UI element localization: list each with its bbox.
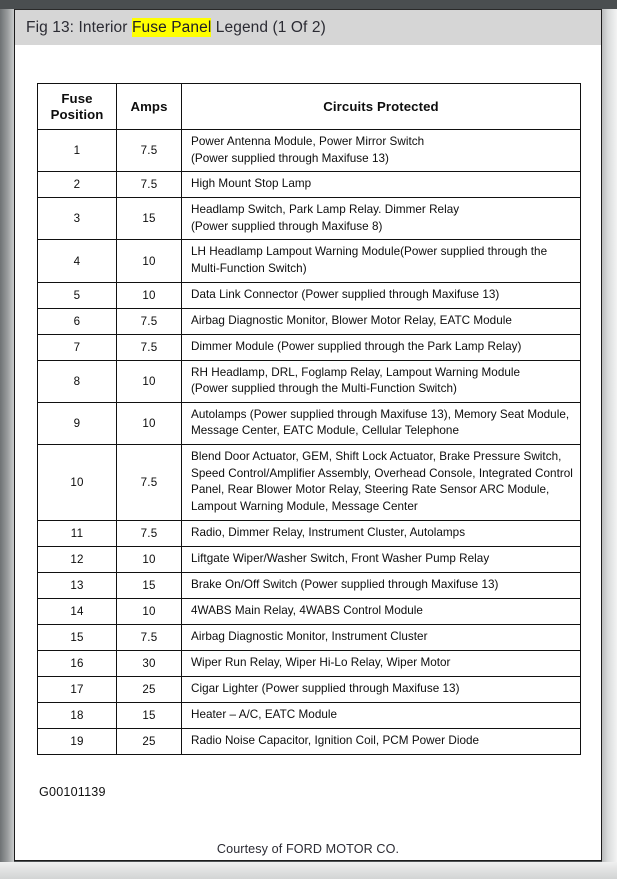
figure-title-bar: Fig 13: Interior Fuse Panel Legend (1 Of…	[15, 10, 601, 45]
cell-amps: 10	[116, 597, 182, 625]
cell-circuits-protected: Headlamp Switch, Park Lamp Relay. Dimmer…	[181, 197, 581, 241]
page-title-highlight: Fuse Panel	[131, 17, 212, 37]
cell-fuse-position: 3	[37, 197, 117, 241]
cell-amps: 10	[116, 281, 182, 309]
table-row: 6 7.5 Airbag Diagnostic Monitor, Blower Mo…	[37, 307, 581, 335]
table-row: 2 7.5 High Mount Stop Lamp	[37, 171, 581, 199]
cell-fuse-position: 6	[37, 307, 117, 335]
cell-circuits-protected: LH Headlamp Lampout Warning Module(Power…	[181, 239, 581, 283]
cell-circuits-protected: Heater – A/C, EATC Module	[181, 701, 581, 729]
window-top-bar	[0, 0, 617, 9]
cell-amps: 7.5	[116, 333, 182, 361]
cell-amps: 7.5	[116, 128, 182, 173]
table-row: 5 10 Data Link Connector (Power supplied t…	[37, 281, 581, 309]
cell-circuits-protected: Brake On/Off Switch (Power supplied thro…	[181, 571, 581, 599]
cell-circuits-protected: Airbag Diagnostic Monitor, Instrument Cl…	[181, 623, 581, 651]
column-header-circuits-protected: Circuits Protected	[181, 83, 581, 130]
cell-fuse-position: 17	[37, 675, 117, 703]
courtesy-credit: Courtesy of FORD MOTOR CO.	[216, 842, 400, 856]
cell-amps: 10	[116, 239, 182, 283]
cell-fuse-position: 13	[37, 571, 117, 599]
cell-amps: 25	[116, 675, 182, 703]
cell-circuits-protected: Power Antenna Module, Power Mirror Switc…	[181, 128, 581, 173]
cell-fuse-position: 15	[37, 623, 117, 651]
table-row: 13 15 Brake On/Off Switch (Power supplied …	[37, 571, 581, 599]
table-row: 18 15 Heater – A/C, EATC Module	[37, 701, 581, 729]
table-row: 10 7.5 Blend Door Actuator, GEM, Shift Loc…	[37, 444, 581, 521]
cell-amps: 7.5	[116, 519, 182, 547]
cell-amps: 15	[116, 571, 182, 599]
page-title: Fig 13: Interior Fuse Panel Legend (1 Of…	[15, 17, 326, 37]
table-header-row: Fuse Position Amps Circuits Protected	[37, 83, 581, 130]
column-header-fuse-position: Fuse Position	[37, 83, 117, 130]
cell-amps: 7.5	[116, 171, 182, 199]
cell-circuits-protected: Autolamps (Power supplied through Maxifu…	[181, 401, 581, 446]
cell-circuits-protected: 4WABS Main Relay, 4WABS Control Module	[181, 597, 581, 625]
cell-fuse-position: 18	[37, 701, 117, 729]
cell-fuse-position: 4	[37, 239, 117, 283]
cell-fuse-position: 9	[37, 401, 117, 446]
figure-reference-code: G00101139	[39, 785, 106, 799]
cell-amps: 30	[116, 649, 182, 677]
table-row: 1 7.5 Power Antenna Module, Power Mirror S…	[37, 128, 581, 173]
cell-amps: 15	[116, 197, 182, 241]
column-header-fuse-position-line1: Fuse	[61, 90, 93, 106]
cell-amps: 25	[116, 727, 182, 755]
cell-fuse-position: 19	[37, 727, 117, 755]
table-header: Fuse Position Amps Circuits Protected	[37, 83, 581, 130]
table-row: 3 15 Headlamp Switch, Park Lamp Relay. Dim…	[37, 197, 581, 241]
table-row: 4 10 LH Headlamp Lampout Warning Module(Po…	[37, 239, 581, 283]
cell-circuits-protected: Radio, Dimmer Relay, Instrument Cluster,…	[181, 519, 581, 547]
table-row: 11 7.5 Radio, Dimmer Relay, Instrument Clu…	[37, 519, 581, 547]
cell-amps: 7.5	[116, 307, 182, 335]
cell-circuits-protected: Data Link Connector (Power supplied thro…	[181, 281, 581, 309]
table-row: 15 7.5 Airbag Diagnostic Monitor, Instrume…	[37, 623, 581, 651]
cell-amps: 10	[116, 359, 182, 403]
page-title-suffix: Legend (1 Of 2)	[211, 18, 326, 36]
cell-circuits-protected: Radio Noise Capacitor, Ignition Coil, PC…	[181, 727, 581, 755]
cell-fuse-position: 10	[37, 444, 117, 521]
page-left-shadow	[0, 9, 14, 879]
fuse-legend-table-container: Fuse Position Amps Circuits Protected 1 7.…	[37, 83, 581, 755]
table-row: 17 25 Cigar Lighter (Power supplied throug…	[37, 675, 581, 703]
cell-circuits-protected: Airbag Diagnostic Monitor, Blower Motor …	[181, 307, 581, 335]
table-row: 14 10 4WABS Main Relay, 4WABS Control Modu…	[37, 597, 581, 625]
cell-circuits-protected: Cigar Lighter (Power supplied through Ma…	[181, 675, 581, 703]
cell-fuse-position: 1	[37, 128, 117, 173]
document-page: Fig 13: Interior Fuse Panel Legend (1 Of…	[14, 9, 602, 861]
table-row: 7 7.5 Dimmer Module (Power supplied throug…	[37, 333, 581, 361]
cell-circuits-protected: Dimmer Module (Power supplied through th…	[181, 333, 581, 361]
cell-amps: 10	[116, 401, 182, 446]
cell-fuse-position: 8	[37, 359, 117, 403]
cell-fuse-position: 5	[37, 281, 117, 309]
cell-circuits-protected: Blend Door Actuator, GEM, Shift Lock Act…	[181, 444, 581, 521]
table-row: 9 10 Autolamps (Power supplied through Max…	[37, 401, 581, 446]
cell-fuse-position: 7	[37, 333, 117, 361]
cell-amps: 7.5	[116, 444, 182, 521]
table-row: 12 10 Liftgate Wiper/Washer Switch, Front …	[37, 545, 581, 573]
table-row: 16 30 Wiper Run Relay, Wiper Hi-Lo Relay, …	[37, 649, 581, 677]
cell-fuse-position: 11	[37, 519, 117, 547]
table-row: 8 10 RH Headlamp, DRL, Foglamp Relay, Lamp…	[37, 359, 581, 403]
cell-circuits-protected: Wiper Run Relay, Wiper Hi-Lo Relay, Wipe…	[181, 649, 581, 677]
cell-amps: 10	[116, 545, 182, 573]
cell-fuse-position: 2	[37, 171, 117, 199]
page-bottom-shadow	[0, 862, 617, 879]
fuse-legend-table: Fuse Position Amps Circuits Protected 1 7.…	[37, 83, 581, 755]
page-title-prefix: Fig 13: Interior	[26, 18, 132, 36]
cell-fuse-position: 12	[37, 545, 117, 573]
column-header-fuse-position-line2: Position	[50, 106, 104, 122]
column-header-amps: Amps	[116, 83, 182, 130]
table-body: 1 7.5 Power Antenna Module, Power Mirror S…	[37, 128, 581, 755]
cell-amps: 7.5	[116, 623, 182, 651]
cell-amps: 15	[116, 701, 182, 729]
cell-circuits-protected: High Mount Stop Lamp	[181, 171, 581, 199]
cell-circuits-protected: RH Headlamp, DRL, Foglamp Relay, Lampout…	[181, 359, 581, 403]
cell-fuse-position: 16	[37, 649, 117, 677]
cell-circuits-protected: Liftgate Wiper/Washer Switch, Front Wash…	[181, 545, 581, 573]
page-right-shadow	[602, 9, 617, 879]
cell-fuse-position: 14	[37, 597, 117, 625]
table-row: 19 25 Radio Noise Capacitor, Ignition Coil…	[37, 727, 581, 755]
